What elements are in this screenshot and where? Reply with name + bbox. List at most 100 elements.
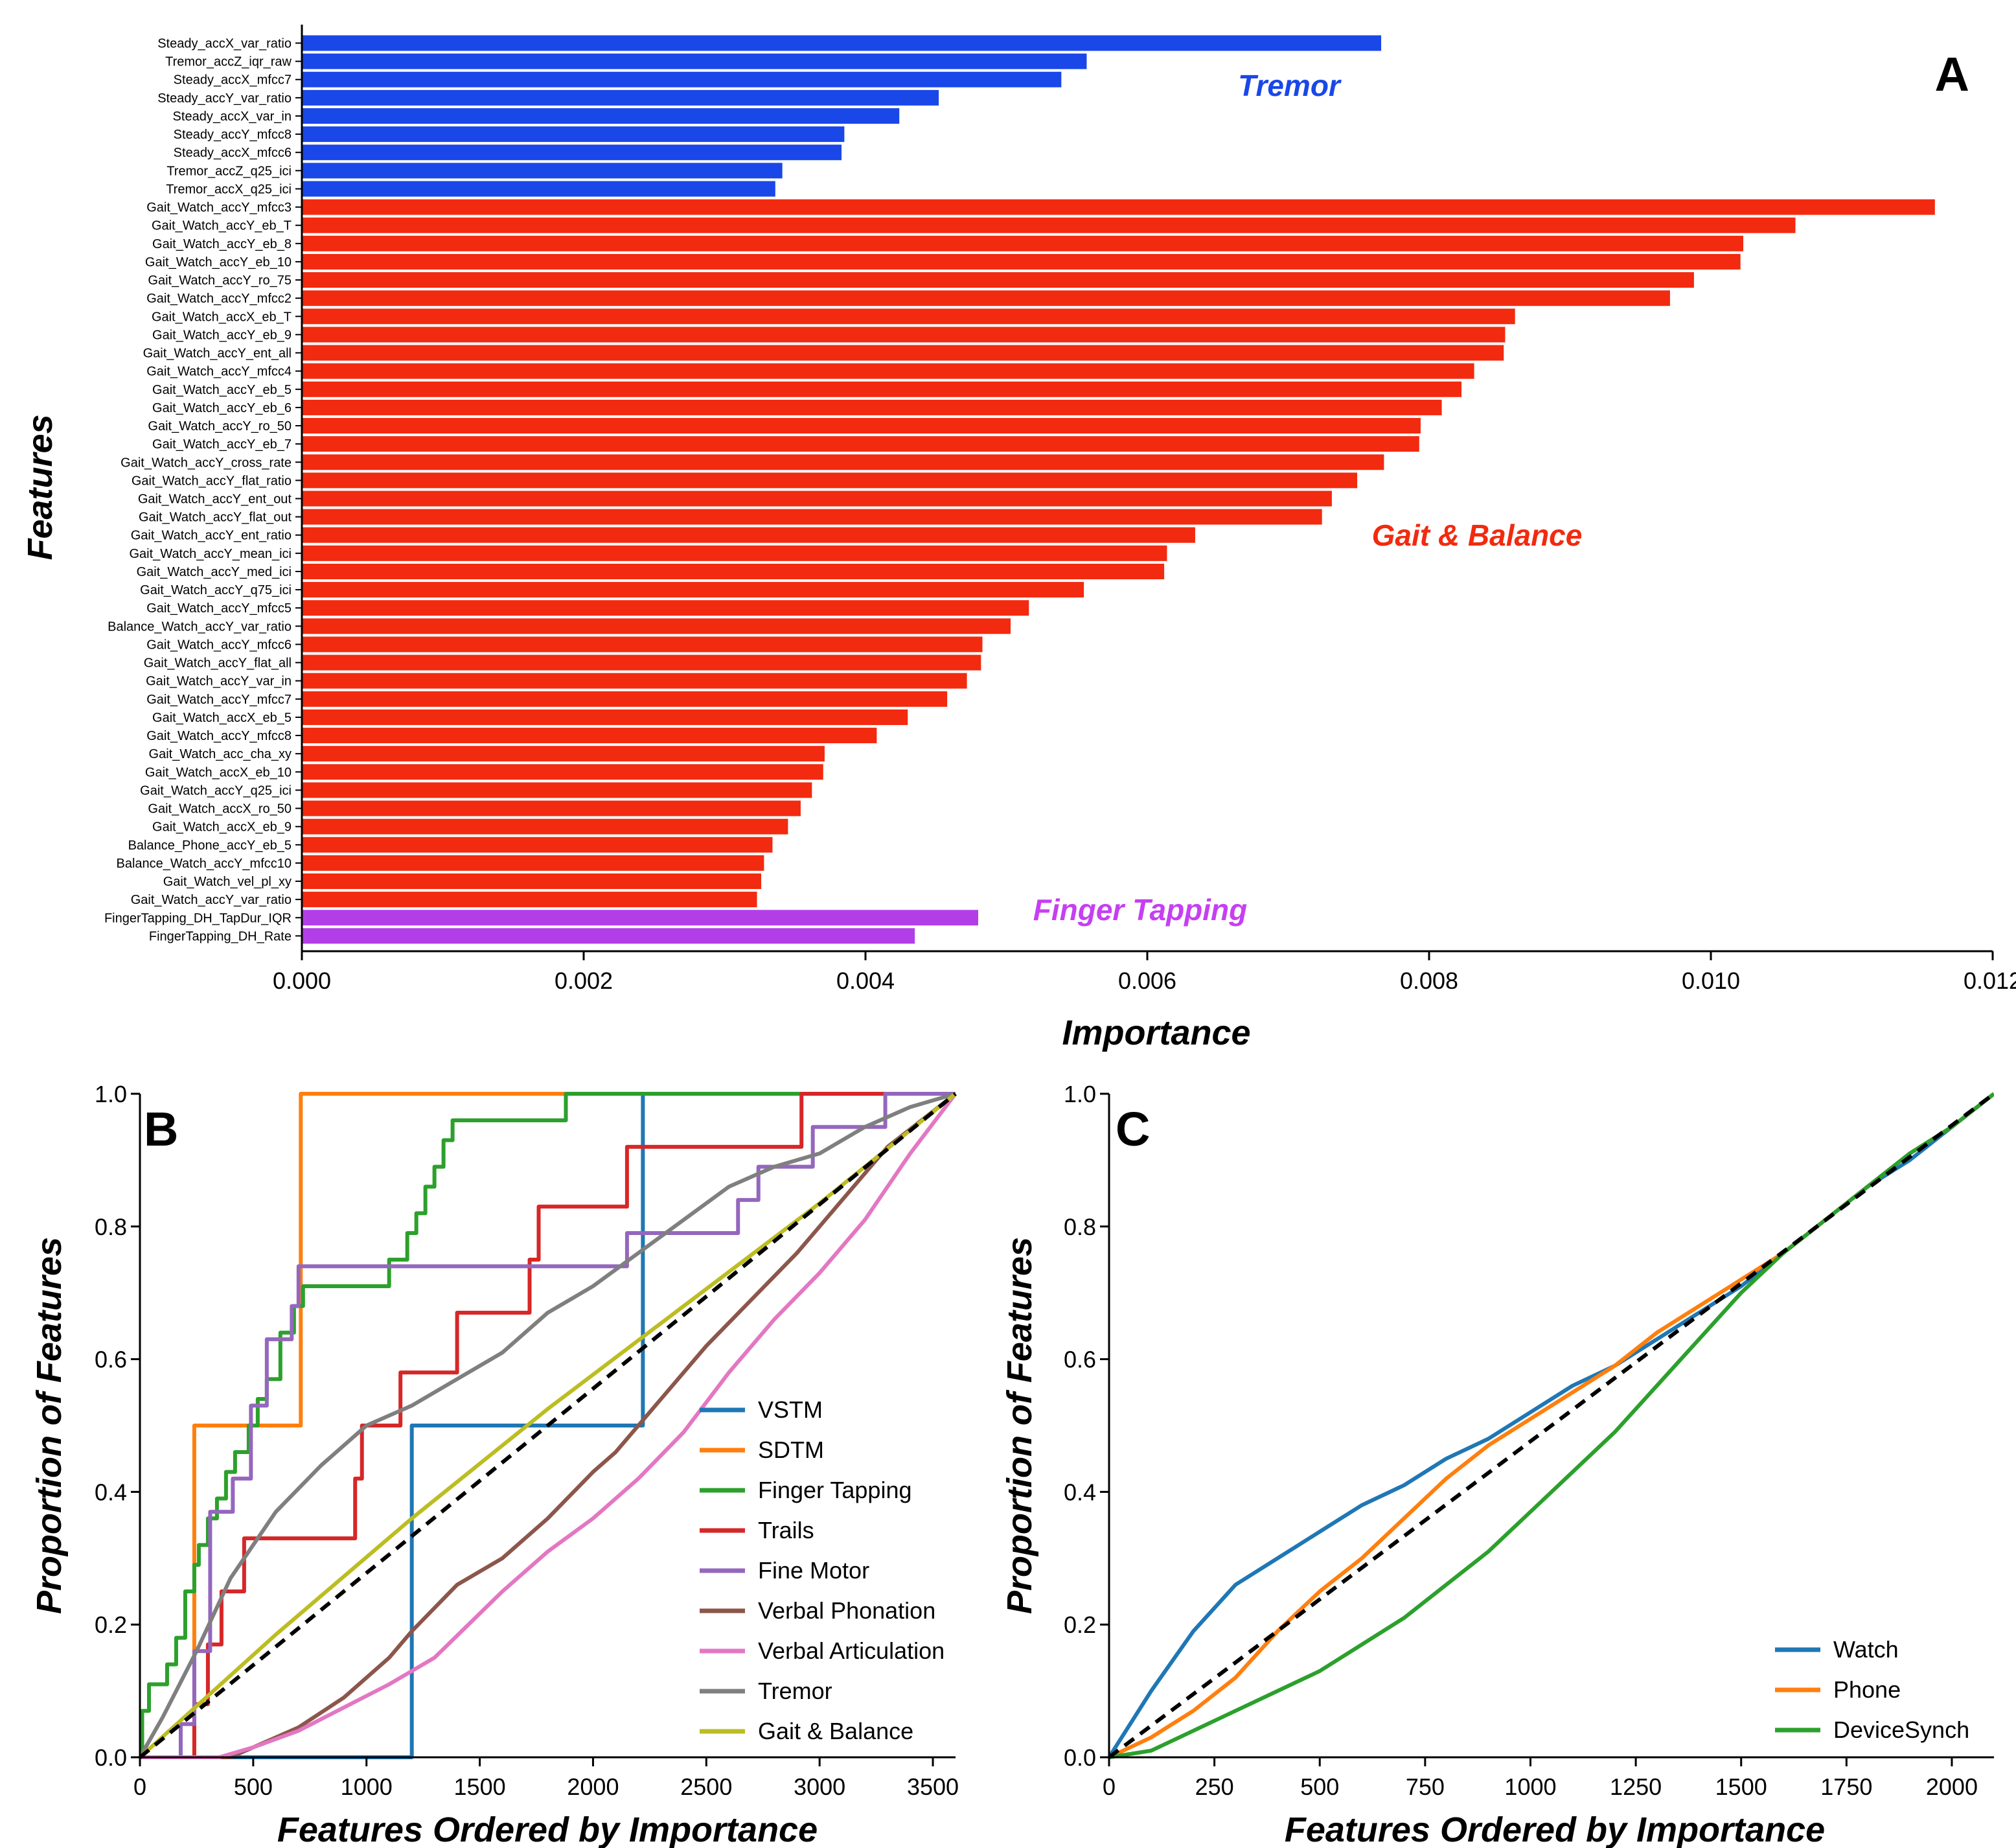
- bar: [302, 563, 1165, 579]
- x-tick-label: 2000: [567, 1773, 619, 1800]
- legend-label: Gait & Balance: [758, 1718, 913, 1744]
- x-tick-label: 0.000: [273, 967, 331, 994]
- y-tick-label: 0.6: [95, 1346, 127, 1373]
- x-tick-label: 500: [234, 1773, 273, 1800]
- bar: [302, 436, 1419, 452]
- panel-c-line-chart: 0 250 500 750 1000 1250 1500 1750 2000 0.0 0.2 0.4 0…: [1000, 1081, 1995, 1848]
- feature-label: Gait_Watch_accY_mfcc5: [146, 601, 292, 616]
- x-tick-label: 0.010: [1682, 967, 1740, 994]
- feature-label: Gait_Watch_acc_cha_xy: [149, 747, 292, 761]
- bar: [302, 709, 908, 725]
- x-tick-label: 1250: [1610, 1773, 1662, 1800]
- feature-label: Gait_Watch_accY_mfcc7: [146, 693, 292, 707]
- y-tick-label: 0.0: [95, 1744, 127, 1771]
- feature-label: Gait_Watch_accY_eb_T: [152, 219, 292, 233]
- legend-label: DeviceSynch: [1833, 1716, 1969, 1743]
- bar: [302, 545, 1167, 561]
- x-tick-label: 0.004: [836, 967, 895, 994]
- legend-label: SDTM: [758, 1437, 824, 1463]
- series-line: [140, 1092, 956, 1759]
- x-tick-label: 250: [1195, 1773, 1234, 1800]
- y-tick-label: 0.8: [1064, 1214, 1096, 1240]
- y-tick-label: 1.0: [1064, 1081, 1096, 1107]
- x-tick-label: 750: [1406, 1773, 1445, 1800]
- x-axis-label: Features Ordered by Importance: [1285, 1810, 1825, 1848]
- series-line: [140, 1092, 956, 1759]
- feature-label: Gait_Watch_accY_ro_50: [148, 419, 292, 433]
- feature-label: FingerTapping_DH_TapDur_IQR: [104, 911, 292, 925]
- y-tick-label: 0.8: [95, 1214, 127, 1240]
- group-label: Tremor: [1238, 69, 1342, 102]
- feature-label: Gait_Watch_accY_med_ici: [137, 565, 292, 579]
- bar: [302, 144, 842, 161]
- bar: [302, 327, 1506, 343]
- x-tick-label: 0.012: [1964, 967, 2016, 994]
- x-tick-label: 1500: [1715, 1773, 1767, 1800]
- legend-label: Fine Motor: [758, 1557, 869, 1584]
- bar: [302, 217, 1796, 233]
- diagonal-reference-line: [1108, 1092, 1995, 1759]
- feature-label: Steady_accX_var_in: [173, 110, 292, 124]
- x-axis-label: Features Ordered by Importance: [277, 1810, 818, 1848]
- series-line: [140, 1092, 956, 1759]
- bar: [302, 491, 1332, 507]
- bar: [302, 509, 1322, 525]
- bar: [302, 782, 812, 798]
- x-tick-label: 3500: [907, 1773, 959, 1800]
- panel-label-b: B: [144, 1102, 178, 1156]
- feature-label: Gait_Watch_accY_var_in: [146, 675, 292, 689]
- feature-label: Steady_accY_mfcc8: [174, 128, 292, 142]
- bar: [302, 910, 978, 926]
- panel-a-bar-chart: Steady_accX_var_ratio Tremor_accZ_iqr_raw…: [21, 25, 2016, 1052]
- bar: [302, 89, 939, 106]
- y-tick-label: 0.2: [95, 1611, 127, 1638]
- feature-label: Gait_Watch_accY_eb_8: [152, 237, 292, 251]
- bar: [302, 418, 1421, 434]
- feature-label: Tremor_accZ_q25_ici: [166, 164, 292, 178]
- bar: [302, 873, 762, 890]
- feature-label: Gait_Watch_accY_ent_out: [138, 492, 292, 507]
- x-tick-label: 0.002: [555, 967, 613, 994]
- feature-label: Tremor_accX_q25_ici: [166, 182, 292, 196]
- feature-label: Gait_Watch_accX_eb_10: [145, 765, 292, 780]
- y-tick-label: 0.0: [1064, 1744, 1096, 1771]
- legend-label: Verbal Phonation: [758, 1597, 935, 1624]
- feature-label: Tremor_accZ_iqr_raw: [165, 55, 292, 69]
- bar: [302, 345, 1504, 361]
- bar: [302, 253, 1741, 270]
- feature-label: Steady_accX_mfcc7: [174, 73, 292, 87]
- feature-label: Gait_Watch_accY_eb_7: [152, 437, 292, 452]
- legend-label: Watch: [1833, 1636, 1899, 1663]
- series-line: [140, 1092, 956, 1759]
- bar: [302, 582, 1084, 598]
- legend: Watch Phone DeviceSynch: [1775, 1636, 1969, 1743]
- bar: [302, 53, 1087, 69]
- feature-label: Balance_Phone_accY_eb_5: [128, 838, 292, 853]
- panel-label-c: C: [1116, 1102, 1150, 1156]
- feature-label: Gait_Watch_accY_flat_all: [144, 656, 292, 671]
- feature-label: Balance_Watch_accY_mfcc10: [116, 857, 292, 871]
- bar: [302, 800, 801, 816]
- x-tick-label: 1750: [1820, 1773, 1872, 1800]
- feature-label: Gait_Watch_accY_ro_75: [148, 273, 292, 288]
- bar: [302, 855, 764, 871]
- bar: [302, 600, 1029, 616]
- bar: [302, 818, 788, 835]
- feature-label: Steady_accY_var_ratio: [157, 91, 292, 106]
- x-axis-label: Importance: [1062, 1013, 1250, 1052]
- bar: [302, 363, 1474, 379]
- bar-series: [302, 35, 1935, 944]
- x-tick-labels: 0.000 0.002 0.004 0.006 0.008 0.010 0.012: [273, 951, 2016, 994]
- y-tick-label: 0.4: [1064, 1479, 1096, 1505]
- bar: [302, 928, 915, 944]
- x-tick-label: 2500: [680, 1773, 732, 1800]
- bar: [302, 290, 1670, 306]
- feature-label: FingerTapping_DH_Rate: [149, 929, 292, 943]
- feature-label: Gait_Watch_accY_ent_all: [143, 347, 292, 361]
- panel-label-a: A: [1935, 47, 1969, 101]
- x-tick-label: 1000: [341, 1773, 393, 1800]
- feature-label: Gait_Watch_accY_eb_9: [152, 328, 292, 342]
- x-tick-label: 0.006: [1118, 967, 1176, 994]
- group-label: Finger Tapping: [1033, 893, 1248, 927]
- line-plot: 0 250 500 750 1000 1250 1500 1750 2000 0.0 0.2 0.4 0…: [1064, 1081, 1995, 1800]
